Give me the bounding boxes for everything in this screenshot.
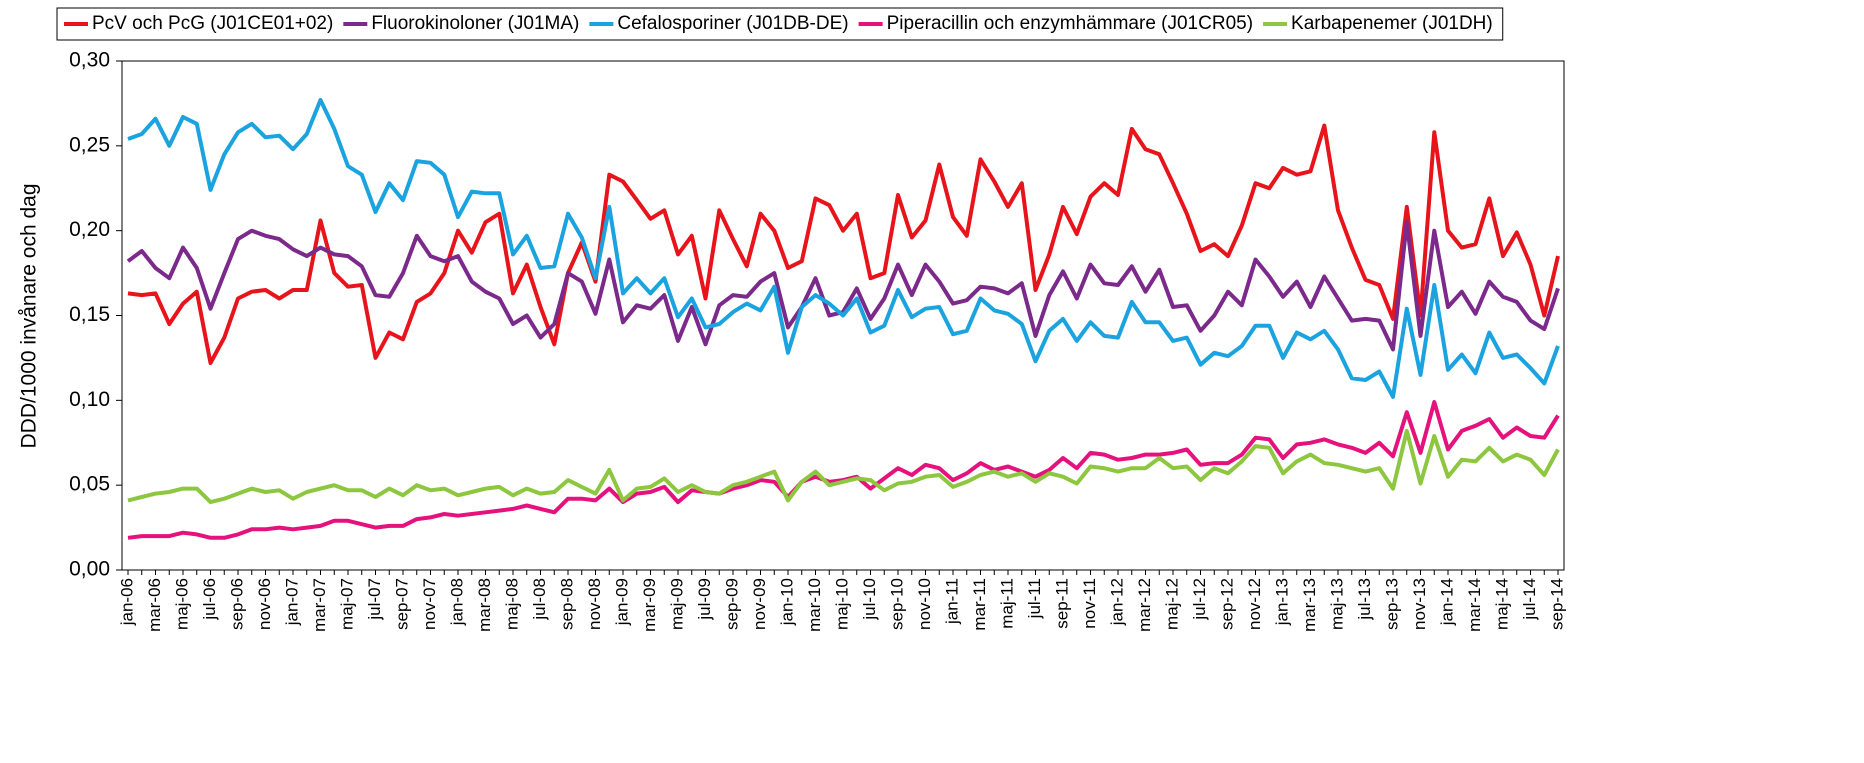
x-tick-label: nov-11 [1080, 578, 1099, 629]
x-tick-label: jan-06 [117, 578, 136, 626]
x-tick-label: jan-13 [1272, 578, 1291, 626]
x-tick-label: jul-12 [1190, 578, 1209, 621]
x-tick-label: maj-09 [667, 578, 686, 630]
series-line [127, 98, 1560, 399]
legend-label: PcV och PcG (J01CE01+02) [92, 13, 333, 34]
x-tick-label: jul-09 [695, 578, 714, 621]
x-tick-label: mar-09 [640, 578, 659, 632]
x-tick-label: maj-07 [337, 578, 356, 630]
y-tick-label: 0,25 [69, 133, 110, 156]
x-tick-label: nov-10 [915, 578, 934, 630]
x-tick-label: sep-10 [887, 578, 906, 630]
x-tick-label: nov-12 [1245, 578, 1264, 630]
x-tick-label: nov-07 [420, 578, 439, 630]
x-tick-label: nov-08 [585, 578, 604, 630]
x-tick-label: maj-13 [1327, 578, 1346, 630]
x-tick-label: mar-13 [1300, 578, 1319, 632]
legend-label: Fluorokinoloner (J01MA) [371, 13, 579, 34]
x-tick-label: jul-10 [860, 578, 879, 621]
x-tick-label: sep-08 [557, 578, 576, 630]
y-tick-label: 0,20 [69, 218, 110, 241]
x-tick-label: mar-08 [475, 578, 494, 632]
x-tick-label: jan-14 [1437, 578, 1456, 626]
legend-label: Cefalosporiner (J01DB-DE) [617, 13, 848, 34]
x-tick-label: jul-13 [1355, 578, 1374, 621]
y-tick-label: 0,05 [69, 473, 110, 496]
x-tick-label: maj-14 [1492, 578, 1511, 630]
x-tick-label: nov-13 [1410, 578, 1429, 630]
x-tick-label: mar-07 [310, 578, 329, 632]
legend-label: Piperacillin och enzymhämmare (J01CR05) [887, 13, 1253, 34]
x-tick-label: jul-07 [365, 578, 384, 621]
series-line [127, 123, 1560, 365]
x-tick-label: mar-11 [970, 578, 989, 631]
x-tick-label: sep-11 [1052, 578, 1071, 629]
x-tick-label: mar-06 [145, 578, 164, 632]
x-tick-label: sep-07 [392, 578, 411, 630]
y-tick-label: 0,15 [69, 303, 110, 326]
x-tick-label: nov-09 [750, 578, 769, 630]
x-tick-label: maj-12 [1162, 578, 1181, 630]
x-tick-label: maj-10 [832, 578, 851, 630]
x-tick-label: sep-12 [1217, 578, 1236, 630]
legend-box [56, 7, 1504, 41]
x-tick-label: mar-10 [805, 578, 824, 632]
x-tick-label: maj-11 [997, 578, 1016, 629]
x-tick-label: jul-06 [200, 578, 219, 621]
x-tick-label: jan-10 [777, 578, 796, 626]
x-tick-label: jan-07 [282, 578, 301, 626]
y-tick-label: 0,10 [69, 388, 110, 411]
y-tick-label: 0,30 [69, 49, 110, 72]
y-tick-label: 0,00 [69, 558, 110, 581]
x-tick-label: maj-06 [172, 578, 191, 630]
x-tick-label: jul-08 [530, 578, 549, 621]
series-line [127, 400, 1560, 540]
x-tick-label: sep-09 [722, 578, 741, 630]
series-line [127, 428, 1560, 505]
x-tick-label: maj-08 [502, 578, 521, 630]
series-line [126, 220, 1560, 352]
x-tick-label: sep-13 [1382, 578, 1401, 630]
x-tick-label: jul-14 [1520, 578, 1539, 621]
x-tick-label: jul-11 [1025, 578, 1044, 619]
x-tick-label: nov-06 [255, 578, 274, 630]
x-tick-label: jan-12 [1107, 578, 1126, 626]
x-tick-label: mar-12 [1135, 578, 1154, 632]
x-tick-label: sep-14 [1547, 578, 1566, 630]
x-tick-label: sep-06 [227, 578, 246, 630]
x-tick-label: jan-09 [612, 578, 631, 626]
x-tick-label: jan-11 [942, 578, 961, 625]
x-tick-label: mar-14 [1465, 578, 1484, 632]
legend-label: Karbapenemer (J01DH) [1291, 13, 1493, 34]
x-tick-label: jan-08 [447, 578, 466, 626]
y-axis-label: DDD/1000 invånare och dag [18, 183, 41, 448]
